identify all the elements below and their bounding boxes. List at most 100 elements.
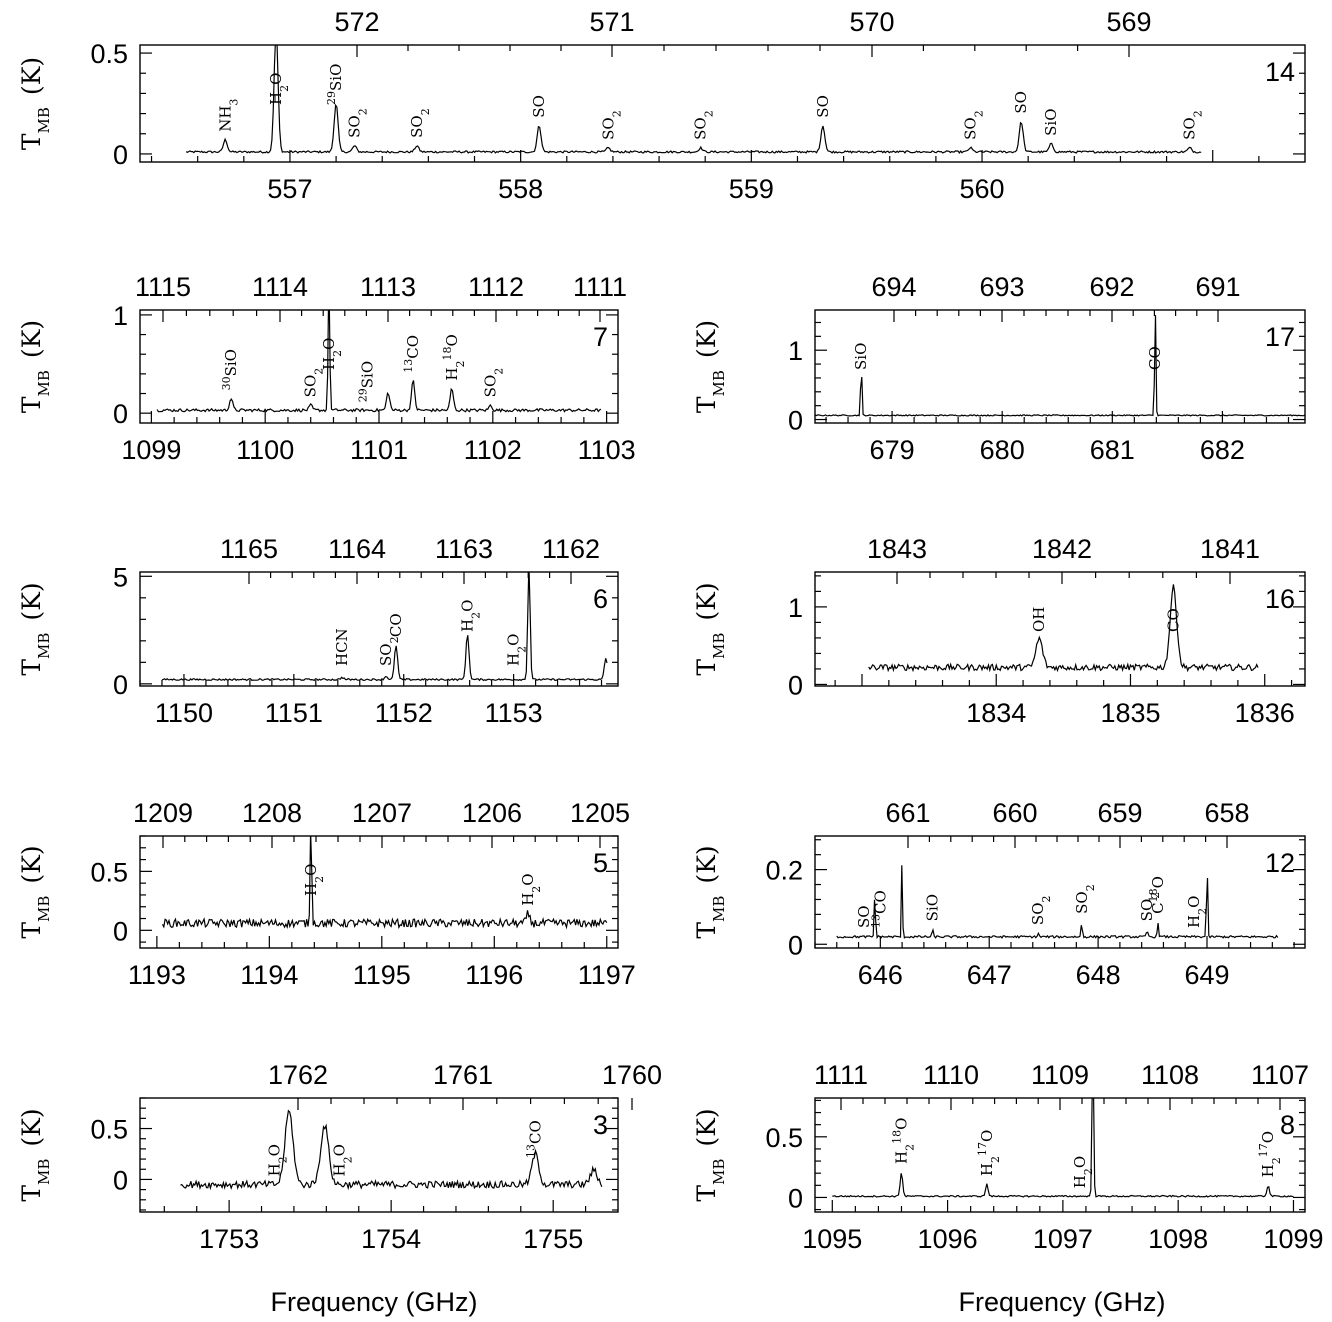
x-tick-label: 648 [1076,960,1121,990]
line-label: SO [855,905,873,928]
spectrum-line-3 [180,1109,603,1191]
x-tick-label: 559 [729,174,774,204]
spectrum-line-5 [161,836,608,930]
line-label: SO [1012,91,1030,114]
panel-5: 1193 1194 1195 1196 1197 1209 1208 1207 1206 1205… [17,798,636,990]
top-tick-label: 1760 [602,1060,662,1090]
top-tick-label: 1165 [220,534,278,564]
panel-8: 1095 1096 1097 1098 1099 1111 1110 1109 1108 1107… [692,1060,1324,1254]
panel-number: 17 [1265,322,1295,352]
y-tick-label: 0.5 [90,857,128,887]
y-tick-label: 0 [788,670,803,700]
top-tick-label: 1205 [570,798,630,828]
y-axis-label: TMB(K) [692,320,728,413]
x-tick-label: 1753 [199,1224,259,1254]
line-label: 30SiO [220,349,241,390]
top-tick-label: 1208 [242,798,302,828]
x-tick-label: 649 [1184,960,1229,990]
line-label: OH [1030,607,1048,632]
x-tick-label: 1153 [485,698,543,728]
y-tick-label: 0 [788,1183,803,1213]
y-axis-label: TMB(K) [17,320,53,413]
y-tick-label: 0 [113,670,128,700]
y-tick-label: 1 [788,336,803,366]
top-tick-label: 572 [334,7,379,37]
top-tick-label: 570 [849,7,894,37]
line-label: H218O [890,1118,916,1164]
spectrum-line-14 [185,45,1202,154]
top-tick-label: 691 [1195,272,1240,302]
plot-frame [814,835,1306,949]
top-tick-label: 660 [992,798,1037,828]
top-tick-label: 1843 [867,534,927,564]
y-tick-label: 5 [113,562,128,592]
x-tick-label: 1097 [1033,1224,1093,1254]
top-tick-label: 1114 [252,272,308,302]
top-tick-label: 1109 [1031,1060,1089,1090]
y-tick-label: 0 [788,930,803,960]
plot-frame [814,571,1306,687]
y-tick-label: 0.5 [90,1115,128,1145]
panel-number: 7 [593,322,608,352]
line-label: SO2 [346,108,370,138]
x-tick-label: 1195 [353,960,411,990]
top-tick-label: 661 [885,798,930,828]
x-tick-label: 1102 [464,435,522,465]
panel-14: 557 558 559 560 572 571 570 569 0 0.5 TMB(K) 14 NH3 H… [17,7,1306,204]
y-tick-label: 0.5 [90,39,128,69]
plot-frame [139,309,619,424]
y-axis-label: TMB(K) [17,57,53,150]
y-tick-label: 0 [788,406,803,436]
x-tick-label: 1836 [1235,698,1295,728]
line-label: 29SiO [356,361,377,402]
panel-number: 14 [1265,57,1295,87]
y-axis-label: TMB(K) [17,1108,53,1201]
y-axis-label: TMB(K) [692,845,728,938]
line-label: H2O [302,864,326,896]
line-label: SO2 [302,368,326,398]
panel-number: 3 [593,1110,608,1140]
x-tick-label: 1150 [155,698,213,728]
x-tick-label: 647 [967,960,1012,990]
y-axis-label: TMB(K) [17,582,53,675]
spectrum-line-16 [868,584,1259,673]
plot-frame [139,1097,619,1213]
line-label: SO2 [599,110,623,140]
x-tick-label: 1100 [236,435,294,465]
x-tick-label: 1096 [918,1224,978,1254]
x-tick-label: 1755 [523,1224,583,1254]
x-tick-label: 679 [870,435,915,465]
top-tick-label: 694 [871,272,916,302]
x-tick-label: 681 [1090,435,1135,465]
line-label: 13CO [524,1120,545,1158]
panel-number: 6 [593,584,608,614]
line-label: SO2 [377,636,401,666]
x-tick-label: 1151 [265,698,323,728]
top-tick-label: 1108 [1141,1060,1199,1090]
plot-frame [139,835,619,949]
line-label: NH3 [216,99,240,132]
top-tick-label: 693 [979,272,1024,302]
spectrum-line-6 [161,572,608,682]
line-label: SO2 [961,110,985,140]
y-tick-label: 0 [113,916,128,946]
panel-number: 8 [1280,1110,1295,1140]
x-axis-label-left: Frequency (GHz) [270,1287,477,1317]
top-tick-label: 1107 [1251,1060,1309,1090]
line-label: SO2 [1138,892,1162,922]
line-label: SO2 [482,368,506,398]
line-label: SO2 [408,108,432,138]
panel-17: 679 680 681 682 694 693 692 691 0 1 TMB(K) 17 SiO CO [692,272,1306,465]
x-tick-label: 1754 [361,1224,421,1254]
y-tick-label: 0.2 [765,856,803,886]
panel-6: 1150 1151 1152 1153 1165 1164 1163 1162 0 5 TMB(K)… [17,534,619,728]
line-label: 13CO [402,335,423,373]
line-label: 29SiO [325,64,346,105]
line-label: H2O [505,634,529,666]
spectrum-line-7 [156,310,602,413]
plot-frame [814,1097,1306,1213]
top-tick-label: 571 [589,7,634,37]
line-label: SO2 [1181,110,1205,140]
top-tick-label: 1206 [462,798,522,828]
